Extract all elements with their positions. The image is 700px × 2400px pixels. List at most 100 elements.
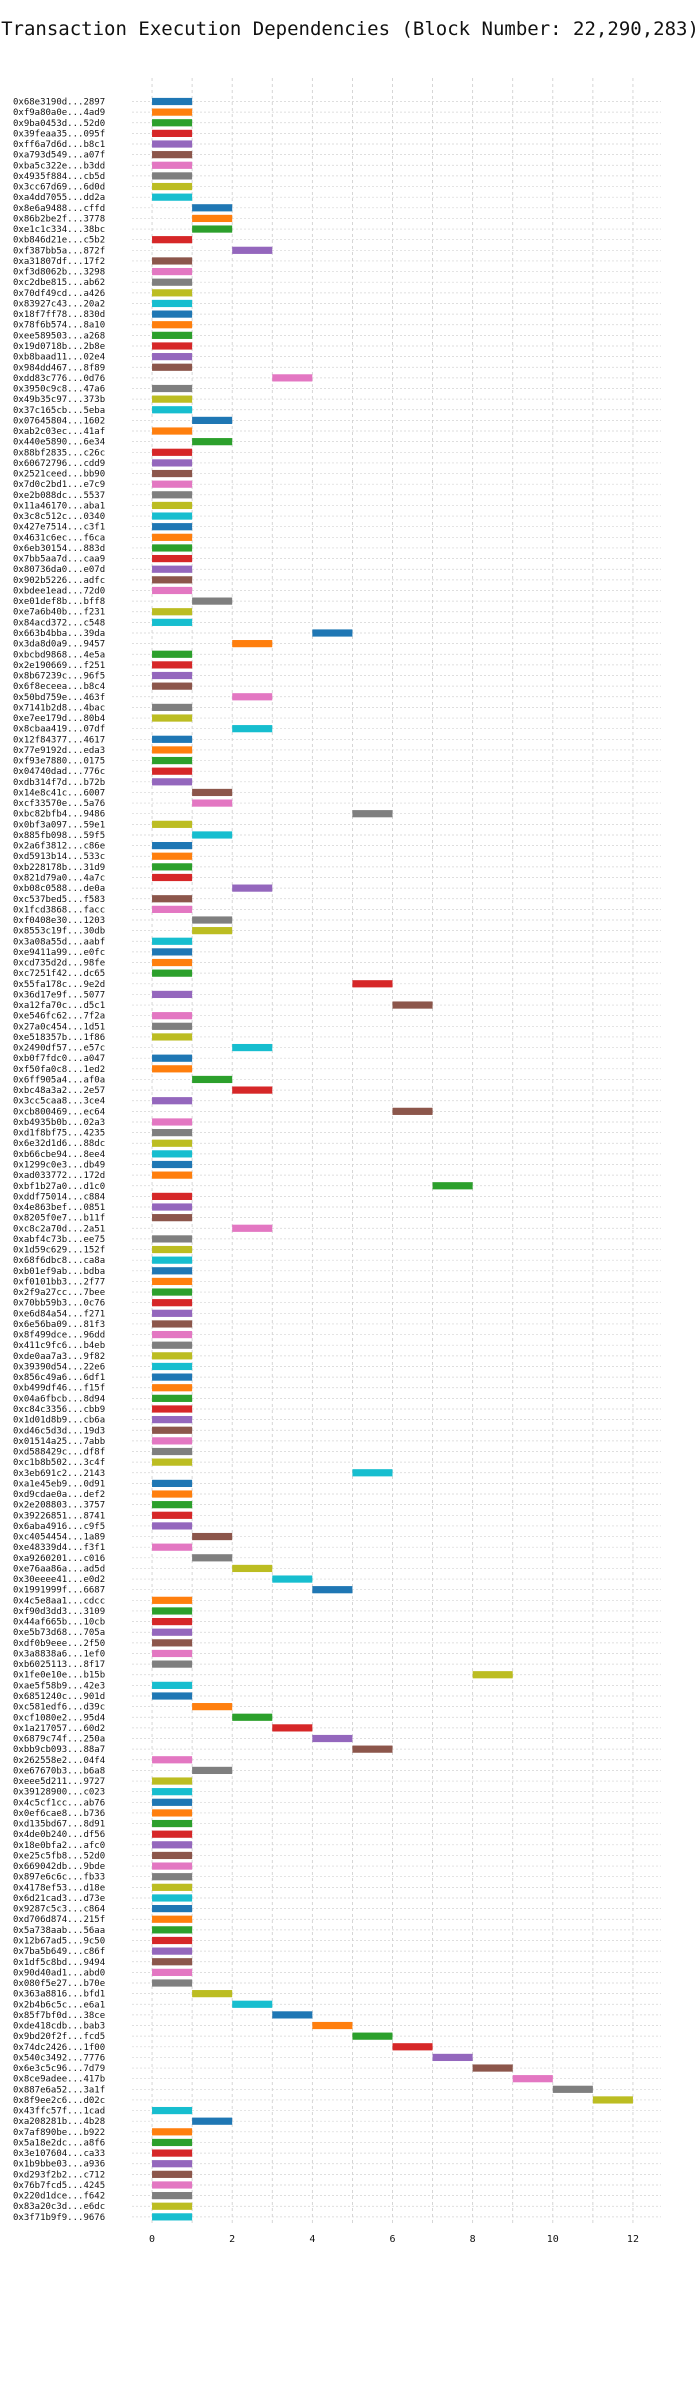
bar bbox=[152, 1490, 193, 1498]
bar bbox=[152, 852, 193, 860]
y-tick-label: 0xddf75014...c884 bbox=[13, 1192, 105, 1202]
y-tick-label: 0x12f84377...4617 bbox=[13, 735, 105, 745]
y-tick-label: 0xdd83c776...0d76 bbox=[13, 374, 105, 384]
bar bbox=[152, 576, 193, 584]
y-tick-label: 0x4631c6ec...f6ca bbox=[13, 533, 105, 543]
y-tick-label: 0x6e32d1d6...88dc bbox=[13, 1139, 105, 1149]
y-tick-label: 0x540c3492...7776 bbox=[13, 2053, 105, 2063]
y-tick-label: 0xf0101bb3...2f77 bbox=[13, 1277, 105, 1287]
y-tick-label: 0x18e0bfa2...afc0 bbox=[13, 1841, 105, 1851]
bar bbox=[152, 1277, 193, 1286]
bar bbox=[152, 1405, 193, 1413]
y-tick-label: 0x90d40ad1...abd0 bbox=[13, 1968, 105, 1978]
y-tick-label: 0xe5b73d68...705a bbox=[13, 1628, 105, 1638]
y-tick-label: 0x3cc5caa8...3ce4 bbox=[13, 1097, 105, 1107]
y-tick-label: 0x78f6b574...8a10 bbox=[13, 321, 105, 331]
y-tick-label: 0x68f6dbc8...ca8a bbox=[13, 1256, 105, 1266]
y-tick-label: 0x663b4bba...39da bbox=[13, 629, 105, 639]
y-tick-label: 0x3a8838a6...1ef0 bbox=[13, 1649, 105, 1659]
bar bbox=[152, 310, 193, 318]
bar bbox=[152, 1139, 193, 1147]
bar bbox=[152, 895, 193, 903]
bar bbox=[152, 1756, 193, 1764]
x-tick-label: 6 bbox=[389, 2234, 395, 2245]
y-tick-label: 0xb08c0588...de0a bbox=[13, 884, 105, 894]
bar bbox=[152, 1171, 193, 1179]
y-tick-label: 0xd46c5d3d...19d3 bbox=[13, 1426, 105, 1436]
y-tick-label: 0x3a08a55d...aabf bbox=[13, 937, 105, 947]
bar bbox=[152, 1394, 193, 1402]
bar bbox=[192, 916, 233, 924]
y-tick-label: 0x856c49a6...6df1 bbox=[13, 1373, 105, 1383]
y-tick-label: 0x44af665b...10cb bbox=[13, 1618, 105, 1628]
bar bbox=[152, 2160, 193, 2168]
y-tick-label: 0x5a18e2dc...a8f6 bbox=[13, 2138, 105, 2148]
bar bbox=[152, 1692, 193, 1700]
y-tick-label: 0x27a0c454...1d51 bbox=[13, 1022, 105, 1032]
bar bbox=[152, 767, 193, 775]
y-tick-label: 0x68e3190d...2897 bbox=[13, 98, 105, 108]
bar bbox=[232, 1224, 273, 1232]
y-tick-label: 0x60672796...cdd9 bbox=[13, 459, 105, 469]
y-tick-label: 0xb0f7fdc0...a047 bbox=[13, 1054, 105, 1064]
bar bbox=[152, 172, 193, 180]
bar bbox=[152, 119, 193, 127]
y-tick-label: 0x49b35c97...373b bbox=[13, 395, 105, 405]
bar bbox=[152, 1245, 193, 1254]
bar bbox=[152, 1905, 193, 1913]
bar bbox=[432, 2053, 473, 2062]
grid-layer bbox=[132, 78, 661, 2226]
bar bbox=[312, 1586, 353, 1594]
y-tick-label: 0x427e7514...c3f1 bbox=[13, 523, 105, 533]
y-tick-label: 0xe2b088dc...5537 bbox=[13, 491, 105, 501]
bar bbox=[152, 1501, 193, 1509]
y-tick-label: 0xb499df46...f15f bbox=[13, 1384, 105, 1394]
y-tick-label: 0xbf1b27a0...d1c0 bbox=[13, 1182, 105, 1192]
y-tick-label: 0xad033772...172d bbox=[13, 1171, 105, 1181]
bar bbox=[152, 1649, 193, 1658]
bar bbox=[152, 1352, 193, 1360]
y-tick-label: 0x3950c9c8...47a6 bbox=[13, 385, 105, 395]
bar bbox=[152, 756, 193, 765]
y-tick-label: 0x30eeee41...e0d2 bbox=[13, 1575, 105, 1585]
bar bbox=[152, 1479, 193, 1487]
bar bbox=[152, 820, 193, 828]
y-tick-label: 0xcf33570e...5a76 bbox=[13, 799, 105, 809]
bar bbox=[152, 97, 193, 106]
bar bbox=[152, 1426, 193, 1434]
bar-layer bbox=[152, 97, 633, 2221]
y-tick-label: 0xe546fc62...7f2a bbox=[13, 1012, 105, 1022]
y-tick-label: 0x2e208803...3757 bbox=[13, 1501, 105, 1511]
y-tick-label: 0x897e6c6c...fb33 bbox=[13, 1873, 105, 1883]
bar bbox=[152, 1543, 193, 1551]
y-tick-label: 0x1d01d8b9...cb6a bbox=[13, 1416, 105, 1426]
bar bbox=[152, 1235, 193, 1243]
bar bbox=[152, 1979, 193, 1987]
bar bbox=[152, 1883, 193, 1891]
y-tick-label: 0x39390d54...22e6 bbox=[13, 1362, 105, 1372]
y-tick-label: 0x4935f884...cb5d bbox=[13, 172, 105, 182]
y-tick-label: 0x80736da0...e07d bbox=[13, 565, 105, 575]
bar bbox=[152, 1288, 193, 1296]
y-tick-label: 0x080f5e27...b70e bbox=[13, 1979, 105, 1989]
y-tick-label: 0x669042db...9bde bbox=[13, 1862, 105, 1872]
bar bbox=[152, 353, 193, 361]
bar bbox=[352, 1745, 393, 1753]
y-tick-label: 0xc84c3356...cbb9 bbox=[13, 1405, 105, 1415]
y-tick-label: 0x7af890be...b922 bbox=[13, 2128, 105, 2138]
y-tick-label: 0xa9260201...c016 bbox=[13, 1554, 105, 1564]
y-tick-label: 0xa793d549...a07f bbox=[13, 151, 105, 161]
y-tick-label: 0xbcbd9868...4e5a bbox=[13, 650, 105, 660]
y-tick-label: 0x3cc67d69...6d0d bbox=[13, 183, 105, 193]
y-tick-label: 0x8ce9adee...417b bbox=[13, 2075, 105, 2085]
y-tick-label: 0x8e6a9488...cffd bbox=[13, 204, 105, 214]
bar bbox=[272, 1575, 313, 1583]
y-tick-label: 0xe48339d4...f3f1 bbox=[13, 1543, 105, 1553]
bar bbox=[152, 618, 193, 626]
bar bbox=[152, 905, 193, 913]
y-tick-label: 0x19d0718b...2b8e bbox=[13, 342, 105, 352]
bar bbox=[192, 831, 233, 839]
y-tick-label: 0x220d1dce...f642 bbox=[13, 2192, 105, 2202]
bar bbox=[152, 331, 193, 339]
